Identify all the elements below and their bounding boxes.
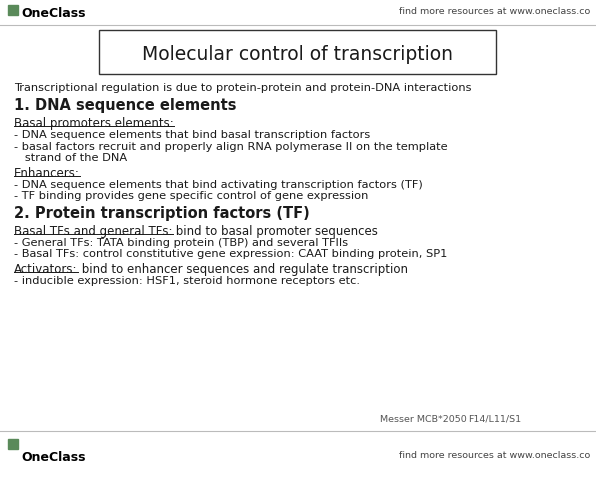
Text: strand of the DNA: strand of the DNA bbox=[14, 152, 127, 163]
Text: bind to enhancer sequences and regulate transcription: bind to enhancer sequences and regulate … bbox=[77, 262, 408, 275]
Bar bbox=[8, 439, 18, 449]
Text: OneClass: OneClass bbox=[21, 450, 85, 463]
FancyBboxPatch shape bbox=[99, 31, 496, 75]
Text: - DNA sequence elements that bind activating transcription factors (TF): - DNA sequence elements that bind activa… bbox=[14, 180, 423, 190]
Text: bind to basal promoter sequences: bind to basal promoter sequences bbox=[172, 225, 378, 238]
Text: - Basal TFs: control constitutive gene expression: CAAT binding protein, SP1: - Basal TFs: control constitutive gene e… bbox=[14, 248, 448, 258]
Text: Basal promoters elements:: Basal promoters elements: bbox=[14, 117, 174, 130]
Text: Basal TFs and general TFs:: Basal TFs and general TFs: bbox=[14, 225, 172, 238]
Text: Molecular control of transcription: Molecular control of transcription bbox=[142, 45, 453, 63]
Text: OneClass: OneClass bbox=[21, 7, 85, 20]
Text: 2. Protein transcription factors (TF): 2. Protein transcription factors (TF) bbox=[14, 206, 310, 221]
Text: Basal TFs and general TFs:: Basal TFs and general TFs: bbox=[14, 225, 172, 238]
Text: find more resources at www.oneclass.co: find more resources at www.oneclass.co bbox=[399, 450, 590, 459]
Text: Activators:: Activators: bbox=[14, 262, 77, 275]
Text: F14/L11/S1: F14/L11/S1 bbox=[468, 414, 521, 423]
Text: find more resources at www.oneclass.co: find more resources at www.oneclass.co bbox=[399, 7, 590, 16]
Text: Messer MCB*2050: Messer MCB*2050 bbox=[380, 414, 467, 423]
Text: Activators:: Activators: bbox=[14, 262, 77, 275]
Text: Enhancers:: Enhancers: bbox=[14, 166, 80, 180]
Text: - basal factors recruit and properly align RNA polymerase II on the template: - basal factors recruit and properly ali… bbox=[14, 142, 448, 151]
Text: 1. DNA sequence elements: 1. DNA sequence elements bbox=[14, 98, 237, 113]
Text: - inducible expression: HSF1, steroid hormone receptors etc.: - inducible expression: HSF1, steroid ho… bbox=[14, 275, 360, 286]
Bar bbox=[8, 6, 18, 16]
Text: Transcriptional regulation is due to protein-protein and protein-DNA interaction: Transcriptional regulation is due to pro… bbox=[14, 83, 471, 93]
Text: - DNA sequence elements that bind basal transcription factors: - DNA sequence elements that bind basal … bbox=[14, 130, 370, 140]
Text: - TF binding provides gene specific control of gene expression: - TF binding provides gene specific cont… bbox=[14, 191, 368, 200]
Text: - General TFs: TATA binding protein (TBP) and several TFIIs: - General TFs: TATA binding protein (TBP… bbox=[14, 238, 348, 247]
